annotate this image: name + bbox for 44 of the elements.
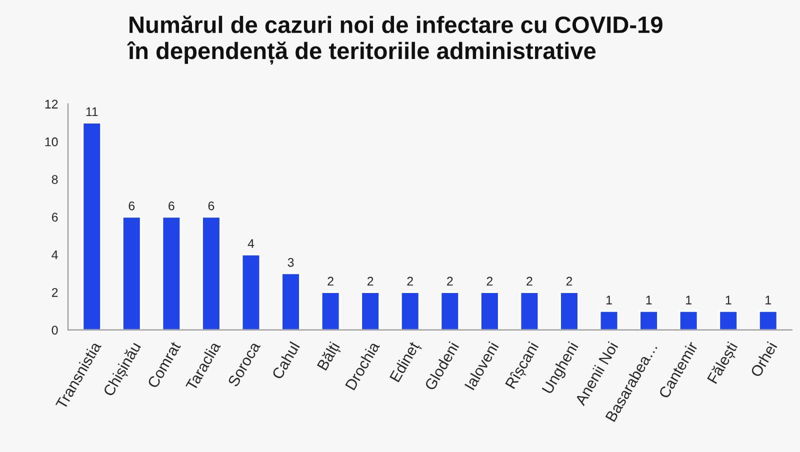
data-label: 2 [566, 276, 572, 286]
data-label: 3 [288, 258, 294, 267]
data-label: 6 [168, 201, 174, 210]
y-tick-label: 10 [45, 137, 58, 146]
y-tick-label: 0 [52, 326, 58, 335]
data-label: 2 [486, 276, 493, 286]
bar [320, 292, 340, 330]
data-label: 6 [128, 201, 135, 210]
y-tick-label: 8 [52, 175, 58, 184]
data-label: 2 [367, 276, 374, 286]
bar [560, 292, 579, 330]
bar [241, 254, 261, 330]
data-label: 2 [407, 276, 413, 286]
bar [162, 216, 182, 330]
bar [122, 216, 142, 330]
bar [360, 292, 380, 330]
bar [400, 292, 420, 330]
data-label: 6 [208, 201, 214, 210]
bar [82, 122, 102, 330]
y-tick-label: 4 [52, 250, 58, 260]
data-label: 1 [766, 296, 771, 304]
data-label: 1 [646, 296, 652, 304]
y-tick-label: 6 [52, 212, 58, 222]
bar [718, 310, 738, 330]
bar [639, 310, 658, 330]
data-label: 1 [606, 296, 612, 304]
bar [480, 292, 500, 330]
bar [678, 310, 698, 330]
data-label: 2 [526, 276, 532, 286]
data-label: 11 [86, 107, 98, 116]
data-label: 2 [447, 276, 453, 286]
bar [520, 292, 540, 330]
data-label: 1 [686, 296, 692, 304]
y-tick-label: 2 [52, 288, 58, 297]
y-tick-label: 12 [45, 100, 58, 108]
data-label: 4 [248, 239, 254, 248]
bar [281, 272, 300, 330]
bar [440, 292, 460, 330]
chart-title: Numărul de cazuri noi de infectare cu COVID-19 în dependență de teritoriile administrative [127, 16, 662, 64]
bar [758, 310, 778, 330]
bar [599, 310, 619, 330]
data-label: 1 [726, 296, 732, 304]
bar [202, 216, 221, 330]
data-label: 2 [328, 276, 334, 286]
